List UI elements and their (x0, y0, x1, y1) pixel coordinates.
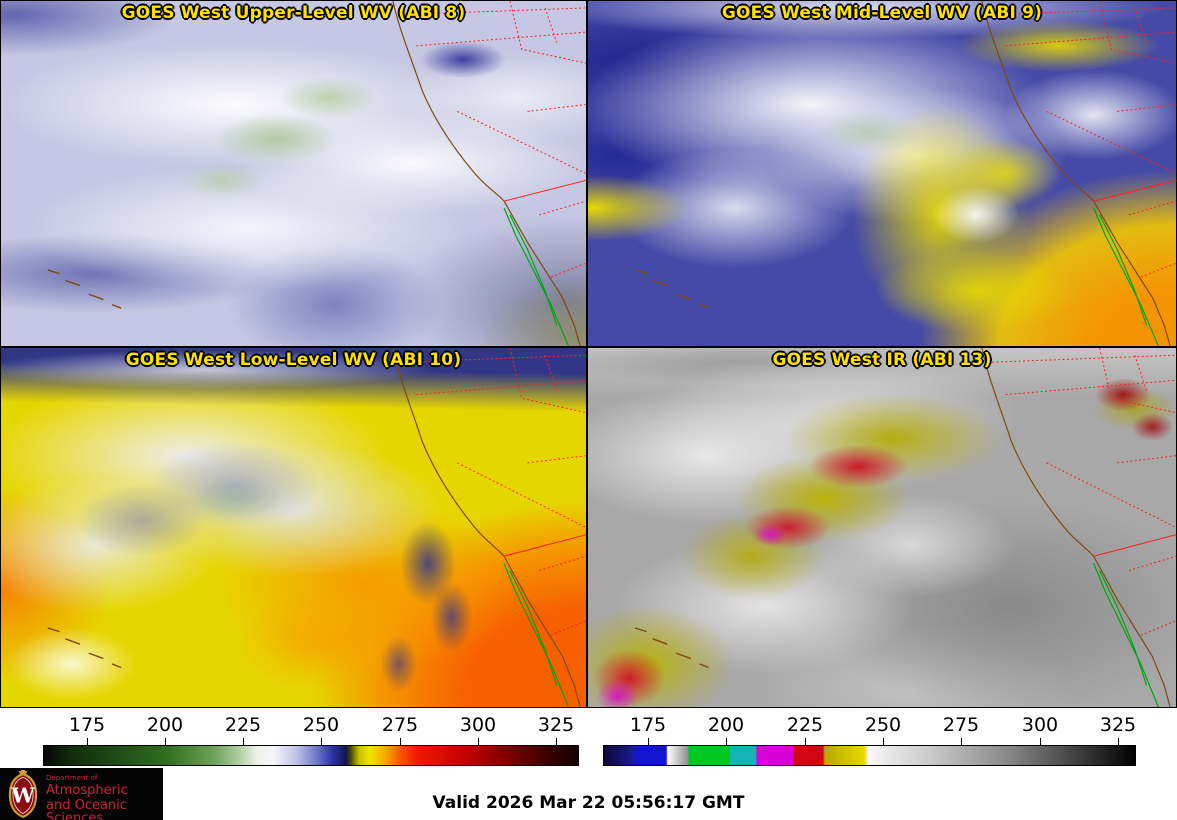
wv-tick-label: 300 (459, 714, 497, 736)
panel-grid: GOES West Upper-Level WV (ABI 8) GOES We… (0, 0, 1177, 708)
ir-tick-label: 175 (629, 714, 667, 736)
wv-tick-mark (243, 738, 244, 745)
map-overlay (1, 348, 586, 707)
ir-tick-label: 275 (942, 714, 980, 736)
panel-title-low-level-wv: GOES West Low-Level WV (ABI 10) (125, 350, 462, 370)
ir-tick-label: 250 (864, 714, 902, 736)
logo-name-line1: Atmospheric (46, 783, 128, 798)
panel-mid-level-wv-image: GOES West Mid-Level WV (ABI 9) (588, 1, 1176, 346)
wv-tick-label: 175 (68, 714, 106, 736)
logo-text: Department of Atmospheric and Oceanic Sc… (46, 772, 163, 820)
wv-tick-label: 250 (302, 714, 340, 736)
colorbar-strip: 175 200 225 250 275 300 325 175 200 225 … (0, 708, 1177, 768)
uw-aos-logo: W Department of Atmospheric and Oceanic … (0, 768, 163, 820)
uw-crest-icon: W (8, 770, 38, 818)
panel-ir-image: GOES West IR (ABI 13) (588, 348, 1176, 707)
ir-tick-mark (961, 738, 962, 745)
wv-tick-label: 325 (537, 714, 575, 736)
ir-tick-mark (648, 738, 649, 745)
svg-text:W: W (10, 782, 35, 807)
wv-tick-label: 225 (224, 714, 262, 736)
wv-tick-label: 200 (146, 714, 184, 736)
wv-tick-label: 275 (381, 714, 419, 736)
wv-tick-mark (87, 738, 88, 745)
ir-tick-mark (883, 738, 884, 745)
map-overlay (588, 1, 1176, 346)
logo-name-line2: and Oceanic Sciences (46, 798, 127, 820)
wv-tick-mark (478, 738, 479, 745)
map-overlay (1, 1, 586, 346)
wv-colorbar (43, 745, 579, 766)
panel-upper-level-wv-image: GOES West Upper-Level WV (ABI 8) (1, 1, 586, 346)
ir-tick-mark (805, 738, 806, 745)
wv-tick-mark (165, 738, 166, 745)
panel-title-ir: GOES West IR (ABI 13) (772, 350, 992, 370)
wv-tick-mark (556, 738, 557, 745)
ir-tick-mark (1040, 738, 1041, 745)
logo-dept-line: Department of (46, 774, 98, 782)
ir-tick-mark (726, 738, 727, 745)
valid-timestamp: Valid 2026 Mar 22 05:56:17 GMT (432, 793, 745, 813)
panel-title-upper-level-wv: GOES West Upper-Level WV (ABI 8) (121, 3, 466, 23)
ir-tick-label: 225 (786, 714, 824, 736)
ir-tick-label: 200 (707, 714, 745, 736)
map-overlay (588, 348, 1176, 707)
panel-low-level-wv-image: GOES West Low-Level WV (ABI 10) (1, 348, 586, 707)
panel-title-mid-level-wv: GOES West Mid-Level WV (ABI 9) (721, 3, 1043, 23)
ir-tick-mark (1118, 738, 1119, 745)
ir-tick-label: 300 (1021, 714, 1059, 736)
wv-tick-mark (400, 738, 401, 745)
ir-colorbar (603, 745, 1136, 766)
wv-tick-mark (321, 738, 322, 745)
ir-tick-label: 325 (1099, 714, 1137, 736)
